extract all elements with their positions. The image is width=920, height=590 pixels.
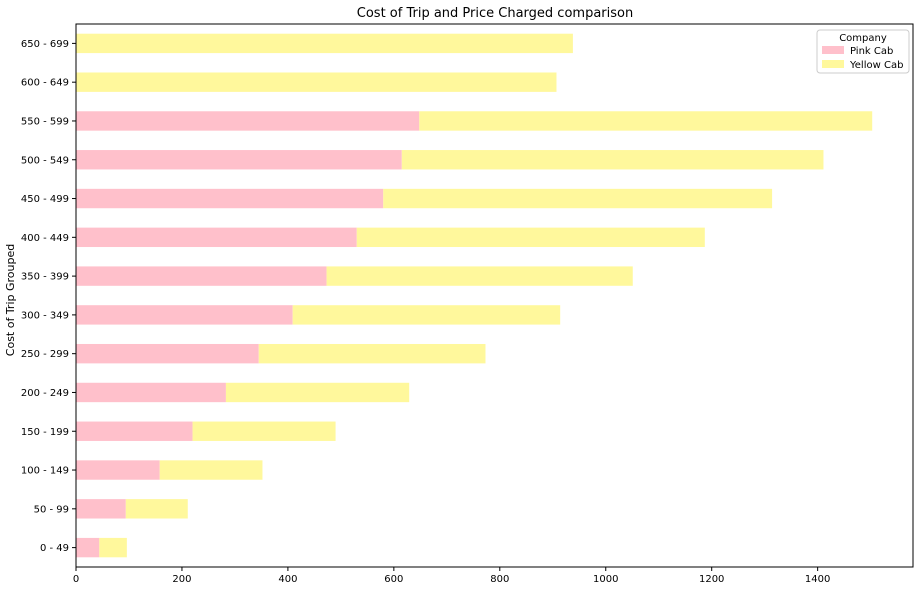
y-tick-label-10: 500 - 549 [21, 155, 69, 166]
y-tick-label-12: 600 - 649 [21, 78, 69, 89]
legend-label-yellow-cab: Yellow Cab [849, 60, 903, 71]
plot-frame [75, 23, 914, 568]
y-tick-label-1: 50 - 99 [34, 504, 69, 515]
bar-pink-cab-5 [76, 343, 259, 364]
bar-pink-cab-8 [76, 227, 357, 248]
x-tick-label-7: 1400 [805, 574, 830, 585]
x-tick-label-2: 400 [278, 574, 297, 585]
bar-pink-cab-2 [76, 460, 160, 480]
y-axis: 0 - 49 50 - 99 100 - 149 150 - 199 200 - 249… [21, 39, 76, 554]
x-tick-label-4: 800 [490, 574, 509, 585]
y-tick-label-7: 350 - 399 [21, 272, 69, 283]
y-tick-label-8: 400 - 449 [21, 233, 69, 244]
y-tick-label-5: 250 - 299 [21, 349, 69, 360]
legend-title: Company [839, 33, 887, 44]
bar-yellow-cab-5 [258, 343, 486, 364]
x-tick-label-1: 200 [172, 574, 191, 585]
bars-layer [76, 33, 873, 558]
y-tick-label-2: 100 - 149 [21, 466, 69, 477]
bar-yellow-cab-3 [192, 421, 336, 441]
bar-yellow-cab-0 [99, 537, 127, 558]
bar-yellow-cab-6 [292, 305, 561, 325]
legend: Company Pink Cab Yellow Cab [816, 29, 910, 74]
x-tick-label-6: 1200 [699, 574, 724, 585]
bar-yellow-cab-9 [383, 188, 773, 209]
bar-yellow-cab-10 [401, 150, 824, 170]
legend-label-pink-cab: Pink Cab [850, 46, 893, 57]
y-tick-label-11: 550 - 599 [21, 116, 69, 127]
bar-yellow-cab-1 [125, 499, 188, 519]
y-tick-label-9: 450 - 499 [21, 194, 69, 205]
legend-swatch-pink-cab [822, 46, 844, 54]
bar-pink-cab-0 [76, 537, 100, 558]
bar-yellow-cab-8 [356, 227, 705, 248]
x-axis: 0 200 400 600 800 1000 1200 1400 [73, 567, 830, 585]
bar-pink-cab-6 [76, 305, 293, 325]
bar-yellow-cab-13 [76, 33, 573, 54]
y-tick-label-13: 650 - 699 [21, 39, 69, 50]
bar-yellow-cab-7 [326, 266, 633, 286]
bar-pink-cab-7 [76, 266, 327, 286]
y-tick-label-0: 0 - 49 [40, 543, 69, 554]
y-tick-label-3: 150 - 199 [21, 427, 69, 438]
x-tick-label-3: 600 [384, 574, 403, 585]
y-tick-label-4: 200 - 249 [21, 388, 69, 399]
bar-pink-cab-4 [76, 382, 226, 403]
bar-yellow-cab-2 [159, 460, 263, 480]
x-tick-label-5: 1000 [593, 574, 618, 585]
bar-yellow-cab-4 [225, 382, 410, 403]
bar-pink-cab-1 [76, 499, 126, 519]
bar-yellow-cab-11 [419, 111, 873, 131]
x-tick-label-0: 0 [73, 574, 79, 585]
bar-pink-cab-9 [76, 188, 384, 209]
bar-pink-cab-11 [76, 111, 420, 131]
chart-title: Cost of Trip and Price Charged compariso… [357, 6, 633, 21]
y-tick-label-6: 300 - 349 [21, 310, 69, 321]
y-axis-title: Cost of Trip Grouped [4, 244, 17, 356]
bar-pink-cab-10 [76, 150, 402, 170]
bar-pink-cab-3 [76, 421, 193, 441]
bar-yellow-cab-12 [76, 72, 557, 92]
legend-swatch-yellow-cab [822, 60, 844, 68]
